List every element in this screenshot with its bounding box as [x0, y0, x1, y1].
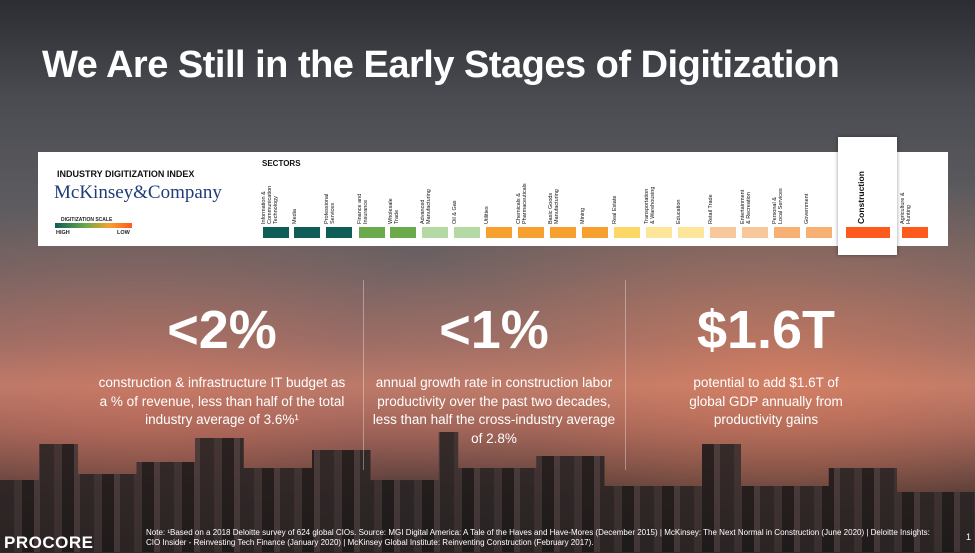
sector-item: Agriculture & Hunting: [900, 170, 930, 238]
stat-description: construction & infrastructure IT budget …: [98, 375, 346, 427]
sector-color-box: [518, 227, 544, 238]
sector-item: Oil & Gas: [452, 170, 482, 238]
sectors-label: SECTORS: [262, 159, 301, 168]
sector-item: Personal & Local Services: [772, 170, 802, 238]
sector-label: Professional Services: [324, 193, 336, 224]
sector-color-box: [454, 227, 480, 238]
sector-label: Agriculture & Hunting: [900, 192, 912, 225]
sector-color-box: [846, 227, 890, 238]
sector-color-box: [710, 227, 736, 238]
sector-label: Information & Communication Technology: [261, 185, 279, 224]
sector-color-box: [390, 227, 416, 238]
sector-label: Government: [804, 193, 810, 224]
sector-item: Construction: [846, 170, 890, 238]
sector-label: Utilities: [484, 206, 490, 224]
sector-label: Mining: [580, 207, 586, 224]
sector-item: Basic Goods Manufacturing: [548, 170, 578, 238]
sector-color-box: [263, 227, 289, 238]
mckinsey-logo: McKinsey&Company: [54, 182, 222, 203]
sector-label: Personal & Local Services: [772, 188, 784, 224]
divider: [625, 280, 626, 470]
sector-item: Wholesale Trade: [388, 170, 418, 238]
sector-label: Oil & Gas: [452, 200, 458, 224]
stat-value: <1%: [439, 300, 549, 360]
sector-label: Chemicals & Pharmaceuticals: [516, 183, 528, 224]
sector-item: Retail Trade: [708, 170, 738, 238]
stat-productivity: <1% annual growth rate in construction l…: [369, 300, 619, 448]
sector-label: Media: [292, 209, 298, 224]
scale-label: DIGITIZATION SCALE: [61, 217, 113, 223]
procore-logo: PROCORE: [4, 533, 94, 552]
sector-item: Utilities: [484, 170, 514, 238]
sector-color-box: [742, 227, 768, 238]
stat-value: <2%: [167, 300, 277, 360]
sector-color-box: [326, 227, 352, 238]
sector-item: Real Estate: [612, 170, 642, 238]
stat-gdp: $1.6T potential to add $1.6T of global G…: [641, 300, 891, 430]
sector-color-box: [806, 227, 832, 238]
sector-color-box: [486, 227, 512, 238]
footnote: Note: ¹Based on a 2018 Deloitte survey o…: [146, 528, 930, 547]
index-heading: INDUSTRY DIGITIZATION INDEX: [57, 169, 195, 179]
sector-item: Government: [804, 170, 834, 238]
sector-color-box: [582, 227, 608, 238]
sector-color-box: [422, 227, 448, 238]
divider: [363, 280, 364, 470]
scale-high: HIGH: [56, 230, 70, 236]
sector-item: Information & Communication Technology: [261, 170, 291, 238]
sector-label: Entertainment & Recreation: [740, 189, 752, 224]
sector-item: Education: [676, 170, 706, 238]
sector-color-box: [614, 227, 640, 238]
sector-label: Wholesale Trade: [388, 198, 400, 224]
sector-label: Finance and Insurance: [357, 193, 369, 224]
scale-low: LOW: [117, 230, 130, 236]
sector-color-box: [646, 227, 672, 238]
sector-item: Mining: [580, 170, 610, 238]
sector-label: Construction: [856, 171, 866, 224]
page-number: 1: [966, 532, 972, 542]
stat-description: annual growth rate in construction labor…: [372, 375, 616, 446]
sector-label: Education: [676, 199, 682, 224]
sector-color-box: [359, 227, 385, 238]
sector-item: Professional Services: [324, 170, 354, 238]
sector-label: Real Estate: [612, 195, 618, 224]
slide-title: We Are Still in the Early Stages of Digi…: [42, 44, 840, 86]
sector-item: Transportation & Warehousing: [644, 170, 674, 238]
sector-item: Finance and Insurance: [357, 170, 387, 238]
sector-label: Transportation & Warehousing: [644, 186, 656, 224]
sector-color-box: [550, 227, 576, 238]
stat-value: $1.6T: [696, 300, 836, 360]
sector-item: Chemicals & Pharmaceuticals: [516, 170, 546, 238]
sector-color-box: [294, 227, 320, 238]
sector-item: Media: [292, 170, 322, 238]
digitization-scale-bar: [55, 223, 132, 228]
sector-item: Entertainment & Recreation: [740, 170, 770, 238]
stat-description: potential to add $1.6T of global GDP ann…: [689, 375, 843, 427]
sector-color-box: [678, 227, 704, 238]
sector-color-box: [774, 227, 800, 238]
sector-label: Advanced Manufacturing: [420, 189, 432, 224]
sector-color-box: [902, 227, 928, 238]
sector-item: Advanced Manufacturing: [420, 170, 450, 238]
sector-label: Retail Trade: [708, 194, 714, 224]
stat-it-budget: <2% construction & infrastructure IT bud…: [97, 300, 347, 430]
sector-label: Basic Goods Manufacturing: [548, 189, 560, 224]
